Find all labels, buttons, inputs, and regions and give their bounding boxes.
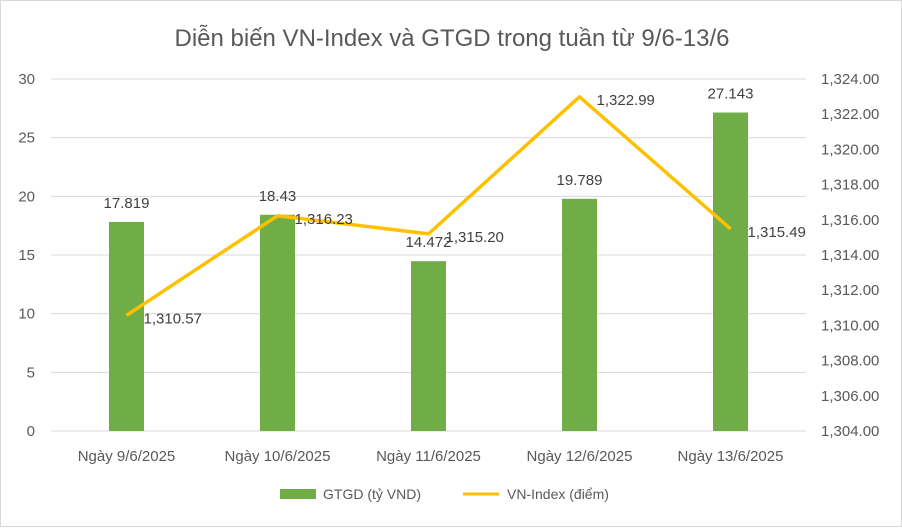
bar-data-label: 18.43 (259, 188, 297, 205)
left-tick-label: 20 (18, 188, 35, 205)
right-tick-label: 1,312.00 (821, 282, 879, 299)
left-tick-label: 30 (18, 71, 35, 88)
legend: GTGD (tỷ VND) VN-Index (điểm) (280, 486, 609, 502)
left-tick-label: 15 (18, 247, 35, 264)
legend-swatch-gtgd (280, 489, 316, 499)
bar (260, 215, 295, 431)
right-tick-label: 1,308.00 (821, 353, 879, 370)
right-tick-label: 1,320.00 (821, 141, 879, 158)
right-tick-label: 1,314.00 (821, 247, 879, 264)
bar-data-label: 27.143 (708, 86, 754, 103)
line-data-label: 1,316.23 (295, 211, 353, 228)
category-label: Ngày 13/6/2025 (678, 448, 784, 465)
category-label: Ngày 12/6/2025 (527, 448, 633, 465)
right-tick-label: 1,322.00 (821, 106, 879, 123)
right-tick-label: 1,318.00 (821, 177, 879, 194)
category-label: Ngày 11/6/2025 (376, 448, 481, 465)
line-data-label: 1,315.20 (446, 229, 504, 246)
bar-data-label: 17.819 (104, 195, 150, 212)
legend-label-vnindex: VN-Index (điểm) (507, 486, 609, 502)
bar-data-label: 19.789 (557, 172, 603, 189)
right-tick-label: 1,304.00 (821, 423, 879, 440)
left-tick-label: 25 (18, 130, 35, 147)
line-data-label: 1,322.99 (597, 92, 655, 109)
bar (562, 199, 597, 431)
right-tick-label: 1,306.00 (821, 388, 879, 405)
bar (411, 261, 446, 431)
right-tick-label: 1,310.00 (821, 317, 879, 334)
bar (713, 113, 748, 431)
legend-label-gtgd: GTGD (tỷ VND) (323, 486, 421, 502)
right-tick-label: 1,324.00 (821, 71, 879, 88)
chart-title: Diễn biến VN-Index và GTGD trong tuần từ… (174, 25, 729, 52)
axes: 0 5 10 15 20 25 30 1,304.00 1,306.00 1,308.00 1,31… (18, 71, 879, 465)
line-data-label: 1,315.49 (748, 224, 806, 241)
left-tick-label: 0 (27, 423, 35, 440)
left-tick-label: 10 (18, 306, 35, 323)
left-tick-label: 5 (27, 364, 35, 381)
category-label: Ngày 9/6/2025 (78, 448, 176, 465)
category-label: Ngày 10/6/2025 (225, 448, 331, 465)
line-data-label: 1,310.57 (144, 310, 202, 327)
right-tick-label: 1,316.00 (821, 212, 879, 229)
bar (109, 222, 144, 431)
